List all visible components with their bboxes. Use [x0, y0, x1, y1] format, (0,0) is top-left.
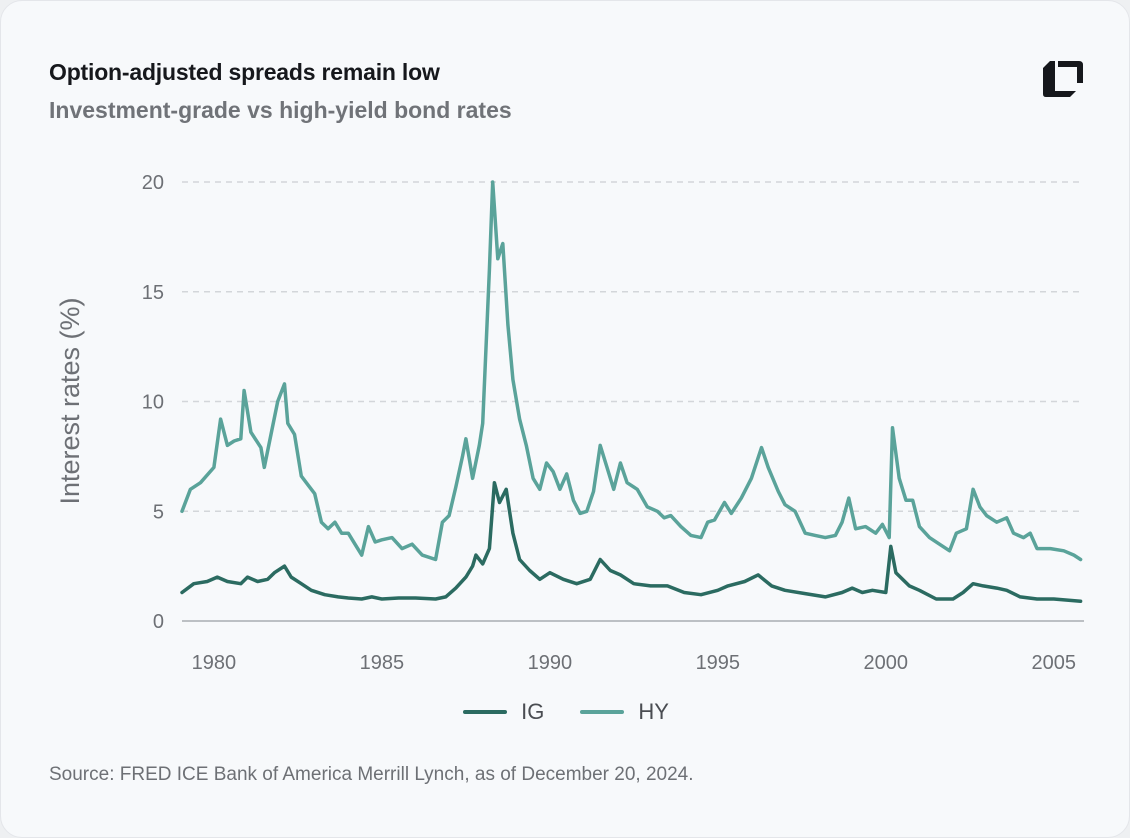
legend-item-hy: HY: [580, 699, 669, 725]
y-axis-label: Interest rates (%): [55, 297, 85, 504]
series-line-hy: [180, 180, 1083, 562]
source-note: Source: FRED ICE Bank of America Merrill…: [49, 764, 694, 785]
x-tick-label: 2000: [864, 652, 909, 674]
brand-logo-icon: [1043, 61, 1083, 97]
series-line-ig: [180, 480, 1083, 603]
chart-title: Option-adjusted spreads remain low: [49, 59, 440, 85]
legend: IG HY: [1, 699, 1130, 725]
x-tick-label: 1995: [696, 652, 741, 674]
legend-swatch-ig: [463, 710, 508, 714]
x-tick-label: 2005: [1032, 652, 1077, 674]
x-tick-label: 1980: [192, 652, 237, 674]
chart-subtitle: Investment-grade vs high-yield bond rate…: [49, 97, 512, 123]
y-tick-label: 5: [153, 501, 164, 523]
legend-swatch-hy: [580, 710, 625, 714]
y-tick-label: 15: [142, 282, 164, 304]
y-tick-label: 0: [153, 611, 164, 633]
legend-label-ig: IG: [521, 699, 545, 724]
line-chart: 0 5 10 15 20 1980 1985 1990 1995 2000 2005 Interest…: [55, 172, 1084, 674]
x-tick-label: 1985: [360, 652, 405, 674]
y-tick-label: 20: [142, 172, 164, 194]
x-tick-label: 1990: [528, 652, 573, 674]
legend-label-hy: HY: [638, 699, 669, 724]
legend-item-ig: IG: [463, 699, 544, 725]
y-tick-label: 10: [142, 392, 164, 414]
